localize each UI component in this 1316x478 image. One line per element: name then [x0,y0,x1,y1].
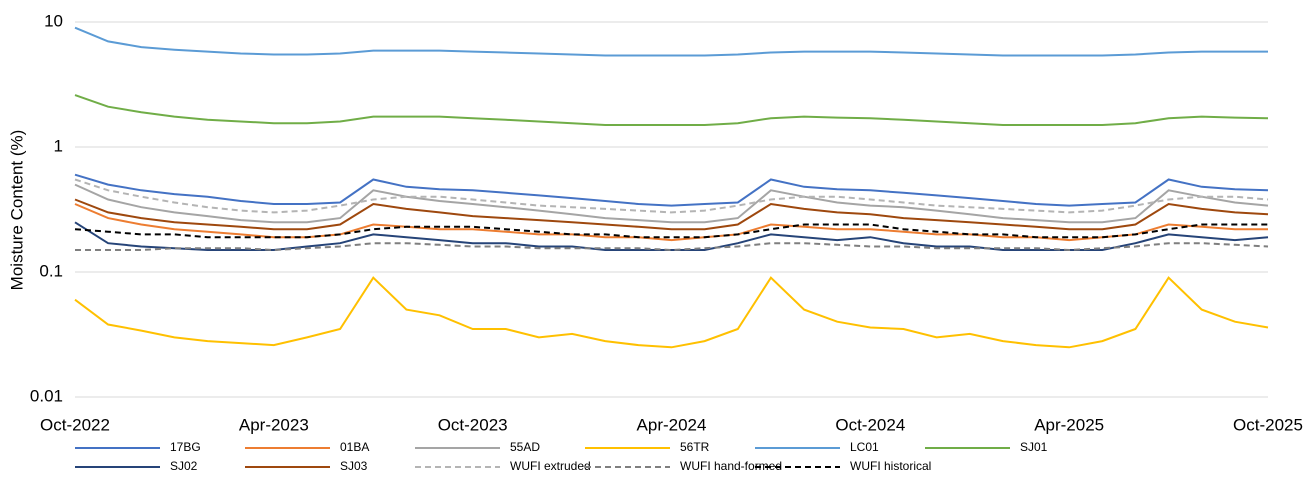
x-tick-label: Oct-2024 [835,415,905,434]
y-tick-label: 10 [44,11,63,30]
series-line [74,173,1269,207]
series-line [74,198,1269,231]
legend-label: 01BA [340,440,369,454]
x-tick-label: Apr-2023 [239,415,309,434]
legend-label: SJ01 [1020,440,1048,454]
legend-label: 55AD [510,440,540,454]
legend-label: WUFI hand-formed [680,459,782,473]
series-line [74,183,1269,224]
y-tick-label: 1 [54,136,63,155]
y-tick-label: 0.1 [39,261,63,280]
legend-label: 17BG [170,440,201,454]
series-line [74,178,1269,214]
legend-label: LC01 [850,440,879,454]
legend-label: WUFI historical [850,459,931,473]
legend-label: SJ03 [340,459,368,473]
series-line [74,203,1268,242]
legend-label: 56TR [680,440,710,454]
series-line [74,26,1268,57]
x-tick-label: Apr-2025 [1034,415,1104,434]
series-line [75,242,1269,252]
x-tick-label: Apr-2024 [637,415,707,434]
legend-label: SJ02 [170,459,198,473]
legend-label: WUFI extruded [510,459,591,473]
x-tick-label: Oct-2025 [1233,415,1303,434]
y-axis-label: Moisture Content (%) [7,130,26,291]
x-tick-label: Oct-2023 [438,415,508,434]
x-tick-label: Oct-2022 [40,415,110,434]
series-line [74,94,1269,126]
series-line [74,276,1269,349]
y-tick-label: 0.01 [30,386,63,405]
